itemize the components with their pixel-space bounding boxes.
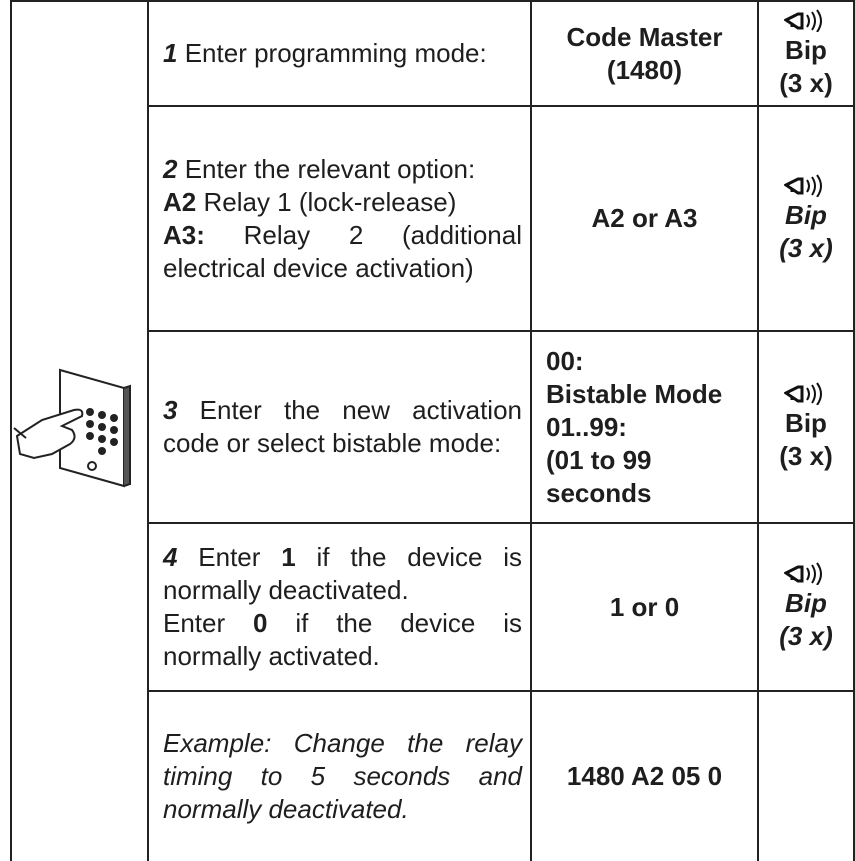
instruction-text: Enter programming mode: bbox=[184, 38, 487, 68]
entry-text: 1480 A2 05 0 bbox=[566, 761, 723, 791]
key-value: 1 bbox=[281, 542, 296, 572]
instruction-cell: 2 Enter the relevant option: A2 Relay 1 (… bbox=[147, 105, 532, 332]
speaker-icon bbox=[784, 382, 822, 405]
instruction-text: Enter bbox=[198, 542, 261, 572]
signal-text: Bip bbox=[785, 199, 827, 230]
row: 4 Enter 1 if the device is normally deac… bbox=[11, 522, 855, 692]
key-value: 0 bbox=[253, 608, 268, 638]
signal-cell: Bip (3 x) bbox=[757, 105, 855, 332]
entry-text: Code Master bbox=[566, 21, 723, 52]
signal-cell: Bip (3 x) bbox=[757, 330, 855, 524]
speaker-icon bbox=[784, 8, 822, 32]
instruction-text: Enter bbox=[163, 608, 226, 638]
example-text: Example: Change the relay timing to 5 se… bbox=[163, 728, 522, 824]
entry-cell: 1 or 0 bbox=[530, 522, 759, 692]
entry-cell: 00: Bistable Mode 01..99: (01 to 99 seconds bbox=[530, 330, 759, 524]
entry-text: (1480) bbox=[606, 54, 683, 85]
entry-text: A2 or A3 bbox=[591, 203, 698, 233]
signal-text: Bip bbox=[785, 34, 827, 65]
step-number: 4 bbox=[163, 542, 178, 572]
entry-cell: Code Master (1480) bbox=[530, 0, 759, 107]
example-cell: Example: Change the relay timing to 5 se… bbox=[147, 690, 532, 861]
row: 2 Enter the relevant option: A2 Relay 1 (… bbox=[11, 105, 855, 332]
signal-text: (3 x) bbox=[779, 621, 833, 651]
entry-text: (01 to 99 seconds bbox=[546, 444, 652, 508]
signal-text: Bip bbox=[785, 408, 827, 438]
instruction-text: Enter the new activation code or select … bbox=[163, 395, 522, 458]
signal-text: (3 x) bbox=[779, 232, 833, 263]
instruction-cell: 1 Enter programming mode: bbox=[147, 0, 532, 107]
option-text: Relay 1 (lock-release) bbox=[203, 186, 457, 217]
entry-text: Bistable Mode bbox=[546, 378, 723, 409]
step-number: 2 bbox=[163, 153, 178, 184]
entry-text: 01..99: bbox=[546, 411, 627, 442]
entry-text: 1 or 0 bbox=[609, 591, 680, 622]
instruction-cell: 4 Enter 1 if the device is normally deac… bbox=[147, 522, 532, 692]
entry-text: 00: bbox=[546, 345, 584, 376]
speaker-icon bbox=[784, 562, 822, 585]
instruction-text: if the device is normally deactivated. bbox=[163, 542, 523, 605]
option-text: Relay 2 (additional electrical device ac… bbox=[163, 219, 522, 283]
signal-cell bbox=[757, 690, 855, 861]
signal-cell: Bip (3 x) bbox=[757, 0, 855, 107]
signal-cell: Bip (3 x) bbox=[757, 522, 855, 692]
speaker-icon bbox=[784, 173, 822, 197]
instruction-cell: 3 Enter the new activation code or selec… bbox=[147, 330, 532, 524]
instruction-text: if the device is normally activated. bbox=[163, 608, 522, 671]
signal-text: Bip bbox=[785, 588, 827, 618]
entry-cell: 1480 A2 05 0 bbox=[530, 690, 759, 861]
step-number: 1 bbox=[163, 38, 178, 68]
signal-text: (3 x) bbox=[779, 67, 833, 98]
option-key: A2 bbox=[163, 186, 197, 217]
signal-text: (3 x) bbox=[779, 441, 833, 471]
instruction-table: 1 Enter programming mode: Code Master (14… bbox=[10, 0, 855, 861]
row: Example: Change the relay timing to 5 se… bbox=[11, 690, 855, 861]
keypad-cell bbox=[10, 0, 149, 861]
instruction-text: Enter the relevant option: bbox=[184, 153, 476, 184]
row: 1 Enter programming mode: Code Master (14… bbox=[10, 0, 855, 861]
option-key: A3: bbox=[163, 219, 205, 250]
keypad-icon bbox=[13, 368, 131, 487]
row: 3 Enter the new activation code or selec… bbox=[11, 330, 855, 524]
entry-cell: A2 or A3 bbox=[530, 105, 759, 332]
step-number: 3 bbox=[163, 395, 178, 425]
